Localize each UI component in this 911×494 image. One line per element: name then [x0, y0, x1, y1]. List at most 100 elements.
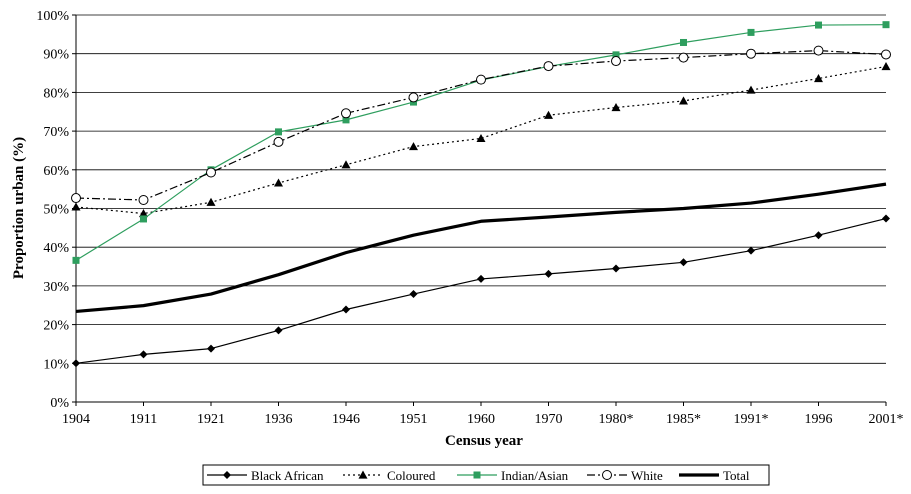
series-layer [71, 21, 891, 368]
data-point-coloured [679, 96, 688, 105]
y-tick-label: 20% [43, 319, 69, 334]
y-tick-label: 0% [50, 396, 69, 411]
y-tick-label: 30% [43, 280, 69, 295]
legend: Black African Coloured Indian/Asian White To… [202, 464, 770, 486]
y-axis-title: Proportion urban (%) [11, 137, 27, 279]
data-point-coloured [611, 102, 621, 112]
data-point-white [138, 194, 149, 205]
series-black-african [72, 214, 890, 368]
y-tick-label: 100% [36, 9, 69, 24]
data-point-indian-asian [882, 21, 890, 29]
x-tick-label: 1970 [535, 412, 563, 427]
data-point-white [543, 61, 554, 72]
data-point-coloured [341, 160, 351, 169]
data-point-black-african [409, 290, 418, 299]
data-point-coloured [881, 61, 891, 71]
series-white [71, 45, 891, 205]
x-tick-label: 1911 [130, 412, 157, 427]
data-point-white [746, 48, 756, 59]
x-tick-label: 1951 [400, 412, 428, 427]
y-tick-label: 90% [43, 48, 69, 63]
data-point-coloured [814, 73, 823, 83]
data-point-black-african [882, 214, 890, 223]
data-point-coloured [206, 197, 216, 206]
legend-label: Indian/Asian [501, 468, 569, 483]
y-tick-label: 10% [43, 357, 69, 372]
legend-label: Coloured [387, 468, 436, 483]
x-tick-label: 1960 [467, 412, 495, 427]
data-point-coloured [274, 178, 283, 187]
data-point-coloured [139, 209, 148, 218]
legend-swatch-marker [223, 471, 231, 479]
x-tick-label: 1991* [734, 412, 769, 427]
data-point-indian-asian [275, 128, 282, 136]
data-point-black-african [747, 246, 755, 255]
x-tick-label: 1946 [332, 412, 360, 427]
data-point-indian-asian [342, 116, 350, 124]
y-tick-label: 40% [43, 241, 69, 256]
series-line-indian-asian [75, 24, 887, 261]
gridlines [76, 14, 886, 364]
data-point-black-african [207, 344, 215, 353]
legend-swatch-marker [602, 470, 612, 480]
y-axis-ticks: 0% 10% 20% 30% 40% 50% 60% 70% 80% 90% 100% [36, 9, 76, 411]
data-point-black-african [612, 264, 620, 273]
data-point-indian-asian [612, 51, 620, 59]
data-point-coloured [409, 142, 418, 151]
data-point-white [71, 193, 81, 204]
data-point-coloured [544, 110, 553, 119]
x-tick-label: 2001* [869, 412, 904, 427]
x-axis-title: Census year [445, 433, 523, 449]
series-coloured [71, 61, 891, 218]
data-point-white [678, 52, 689, 63]
data-point-black-african [274, 326, 283, 335]
x-tick-label: 1936 [265, 412, 293, 427]
data-point-coloured [71, 202, 81, 211]
data-point-black-african [72, 359, 80, 368]
series-line-total [75, 182, 887, 314]
data-point-black-african [477, 274, 485, 283]
legend-item-coloured: Coloured [343, 468, 436, 483]
legend-item-black-african: Black African [207, 468, 324, 483]
y-tick-label: 60% [43, 164, 69, 179]
data-point-white [813, 45, 824, 56]
x-tick-label: 1904 [62, 412, 90, 427]
legend-swatch-marker [358, 470, 368, 479]
data-point-white [611, 56, 621, 67]
x-tick-label: 1980* [599, 412, 634, 427]
x-tick-label: 1921 [197, 412, 225, 427]
data-point-white [408, 92, 419, 103]
x-tick-label: 1996 [805, 412, 833, 427]
x-axis-ticks: 1904 1911 1921 1936 1946 1951 1960 1970 1980* 198… [62, 402, 904, 427]
data-point-white [206, 167, 216, 178]
data-point-indian-asian [680, 38, 687, 46]
legend-item-white: White [587, 468, 663, 483]
data-point-white [273, 136, 284, 147]
data-point-white [881, 49, 891, 60]
data-point-white [341, 108, 351, 119]
legend-swatch-marker [473, 471, 481, 479]
data-point-coloured [476, 133, 486, 143]
data-point-indian-asian [140, 215, 147, 223]
y-tick-label: 50% [43, 203, 69, 218]
data-point-black-african [139, 350, 148, 359]
data-point-black-african [814, 231, 823, 240]
x-tick-label: 1985* [666, 412, 701, 427]
data-point-indian-asian [72, 256, 80, 264]
data-point-coloured [746, 85, 756, 94]
legend-label: Total [723, 468, 750, 483]
legend-item-total: Total [679, 468, 750, 483]
series-indian-asian [72, 21, 890, 264]
y-tick-label: 70% [43, 125, 69, 140]
data-point-black-african [679, 258, 688, 267]
series-total [75, 182, 887, 314]
data-point-white [476, 74, 486, 85]
data-point-black-african [342, 305, 350, 314]
y-tick-label: 80% [43, 86, 69, 101]
data-point-indian-asian [815, 21, 822, 29]
series-line-black-african [75, 217, 887, 364]
data-point-indian-asian [747, 28, 755, 36]
legend-label: Black African [251, 468, 324, 483]
